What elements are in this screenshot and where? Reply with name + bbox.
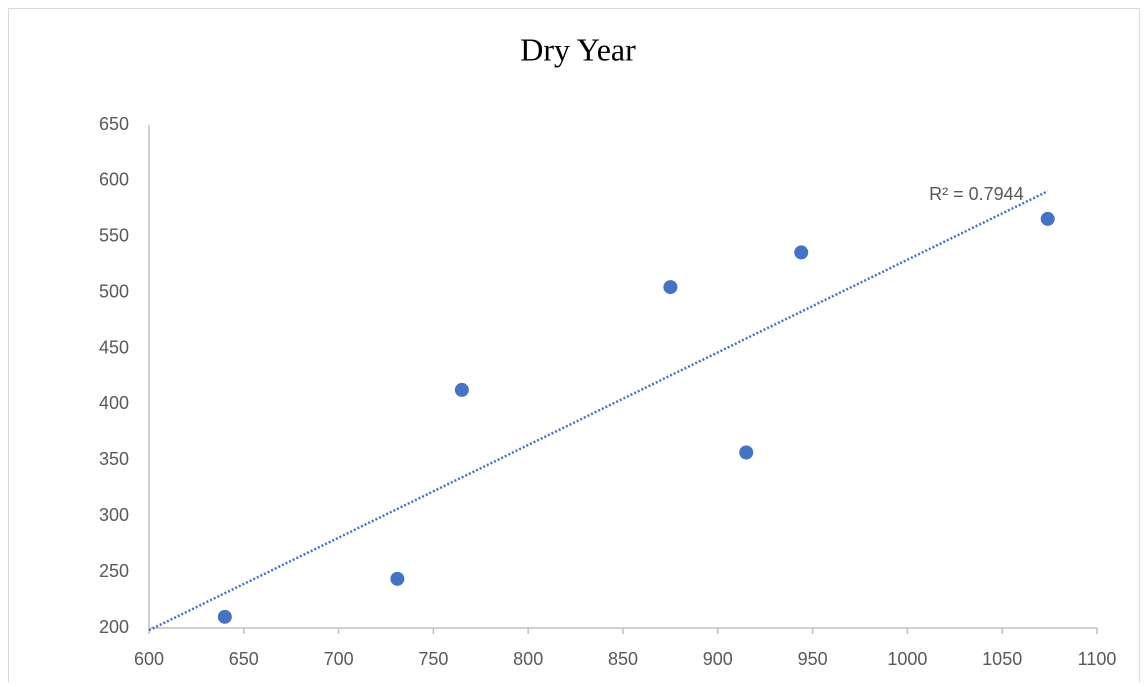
- y-tick-label: 600: [99, 170, 129, 190]
- y-tick-label: 350: [99, 449, 129, 469]
- y-tick-label: 450: [99, 337, 129, 357]
- x-tick-label: 750: [418, 649, 448, 669]
- trendline-label: R² = 0.7944: [929, 184, 1024, 204]
- point: [390, 571, 405, 586]
- y-tick-label: 400: [99, 393, 129, 413]
- x-tick-label: 600: [134, 649, 164, 669]
- x-tick-label: 1100: [1078, 649, 1117, 669]
- x-tick-label: 700: [324, 649, 354, 669]
- x-tick-label: 800: [513, 649, 543, 669]
- point: [217, 609, 232, 624]
- chart-title: Dry Year: [520, 31, 636, 67]
- y-tick-label: 500: [99, 281, 129, 301]
- trendline: [148, 190, 1049, 632]
- y-tick-label: 550: [99, 226, 129, 246]
- chart-border: [8, 8, 1140, 687]
- point: [454, 382, 469, 397]
- x-tick-label: 1050: [982, 649, 1022, 669]
- x-tick-label: 1000: [887, 649, 927, 669]
- x-tick-label: 950: [798, 649, 828, 669]
- point: [663, 280, 678, 295]
- y-tick-label: 300: [99, 505, 129, 525]
- y-tick-label: 250: [99, 561, 129, 581]
- x-tick-label: 650: [229, 649, 259, 669]
- y-tick-label: 650: [99, 114, 129, 134]
- point: [739, 445, 754, 460]
- x-tick-label: 850: [608, 649, 638, 669]
- y-tick-label: 200: [99, 617, 129, 637]
- point: [1040, 211, 1055, 226]
- x-tick-label: 900: [703, 649, 733, 669]
- point: [794, 245, 809, 260]
